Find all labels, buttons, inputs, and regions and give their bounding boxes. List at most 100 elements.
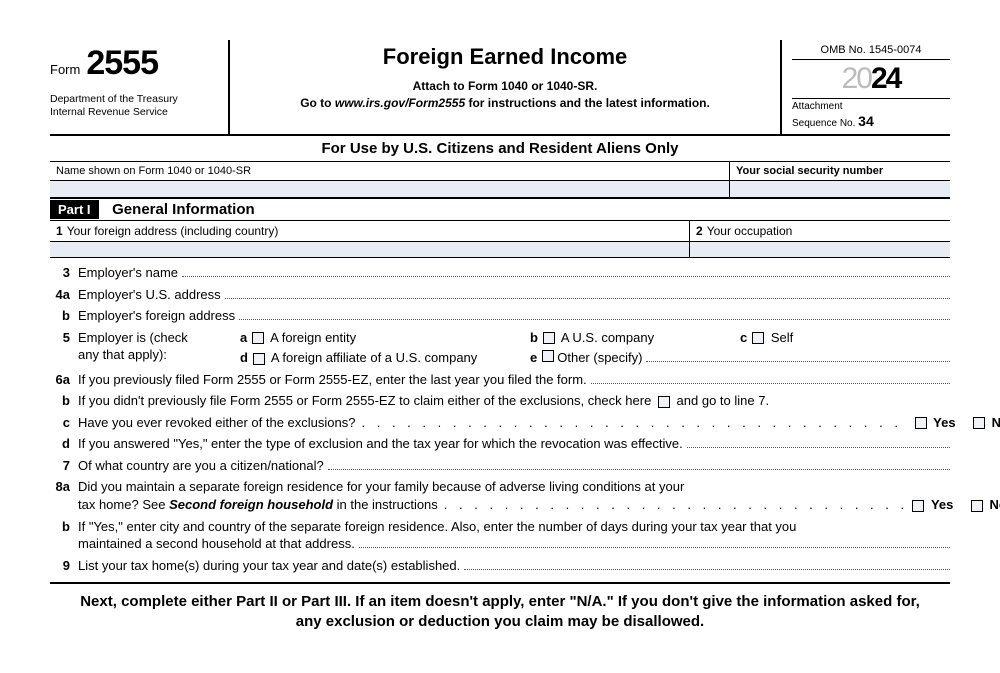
form-2555: Form 2555 Department of the Treasury Int… bbox=[50, 40, 950, 633]
for-use-line: For Use by U.S. Citizens and Resident Al… bbox=[50, 136, 950, 162]
part-title: General Information bbox=[112, 201, 255, 218]
form-word: Form bbox=[50, 62, 80, 77]
ck-c-label: c bbox=[740, 330, 747, 345]
header-left: Form 2555 Department of the Treasury Int… bbox=[50, 40, 230, 134]
line-num: 7 bbox=[50, 457, 78, 475]
no-label: No bbox=[992, 415, 1000, 430]
employer-foreign-address-input[interactable] bbox=[239, 319, 950, 320]
checkbox-5c[interactable] bbox=[752, 332, 764, 344]
line-num: b bbox=[50, 518, 78, 536]
line-5-text-1: Employer is (check bbox=[78, 329, 218, 347]
next-instruction: Next, complete either Part II or Part II… bbox=[50, 584, 950, 633]
foreign-address-input[interactable] bbox=[50, 242, 690, 257]
line-7: 7 Of what country are you a citizen/nati… bbox=[50, 455, 950, 477]
citizen-national-input[interactable] bbox=[328, 469, 950, 470]
subtitle-1: Attach to Form 1040 or 1040-SR. bbox=[238, 78, 772, 95]
checkbox-6c-no[interactable] bbox=[973, 417, 985, 429]
line-num: c bbox=[50, 414, 78, 432]
line-3: 3 Employer's name bbox=[50, 262, 950, 284]
row-1-2: 1Your foreign address (including country… bbox=[50, 221, 950, 242]
leader-dots bbox=[444, 496, 904, 514]
dept-info: Department of the Treasury Internal Reve… bbox=[50, 93, 220, 118]
ck-d-label: d bbox=[240, 350, 248, 365]
yes-label: Yes bbox=[933, 415, 955, 430]
ck-d-text: A foreign affiliate of a U.S. company bbox=[271, 350, 477, 365]
line-text: Employer's name bbox=[78, 264, 178, 282]
line-num: 8a bbox=[50, 478, 78, 496]
line-8b-text-2: maintained a second household at that ad… bbox=[78, 535, 355, 553]
ck-a-text: A foreign entity bbox=[270, 330, 356, 345]
dept-line-1: Department of the Treasury bbox=[50, 93, 220, 106]
no-label: No bbox=[989, 497, 1000, 512]
line-text: If you answered "Yes," enter the type of… bbox=[78, 435, 683, 453]
checkbox-8a-yes[interactable] bbox=[912, 500, 924, 512]
omb-number: OMB No. 1545-0074 bbox=[792, 44, 950, 60]
name-input[interactable] bbox=[50, 181, 730, 197]
yes-label: Yes bbox=[931, 497, 953, 512]
line-4a: 4a Employer's U.S. address bbox=[50, 284, 950, 306]
line-num: 9 bbox=[50, 557, 78, 575]
line-6b-text-1: If you didn't previously file Form 2555 … bbox=[78, 393, 651, 408]
tax-homes-input[interactable] bbox=[464, 569, 950, 570]
line-num: 6a bbox=[50, 371, 78, 389]
form-subtitle: Attach to Form 1040 or 1040-SR. Go to ww… bbox=[238, 78, 772, 112]
line-5-text-2: any that apply): bbox=[78, 346, 218, 364]
cell-1: 1Your foreign address (including country… bbox=[50, 221, 690, 241]
line-num: b bbox=[50, 307, 78, 325]
checkbox-5a[interactable] bbox=[252, 332, 264, 344]
ck-b-text: A U.S. company bbox=[561, 330, 654, 345]
ck-c-text: Self bbox=[771, 330, 793, 345]
form-header: Form 2555 Department of the Treasury Int… bbox=[50, 40, 950, 136]
ck-e-label: e bbox=[530, 349, 537, 367]
checkbox-8a-no[interactable] bbox=[971, 500, 983, 512]
ck-e-text: Other (specify) bbox=[557, 349, 642, 367]
sub2-post: for instructions and the latest informat… bbox=[465, 96, 710, 110]
line-9: 9 List your tax home(s) during your tax … bbox=[50, 555, 950, 577]
employer-us-address-input[interactable] bbox=[225, 298, 950, 299]
ssn-label: Your social security number bbox=[730, 162, 950, 180]
attachment-seq: Attachment Sequence No. 34 bbox=[792, 99, 950, 130]
checkbox-6c-yes[interactable] bbox=[915, 417, 927, 429]
line-6d: d If you answered "Yes," enter the type … bbox=[50, 433, 950, 455]
sub2-url: www.irs.gov/Form2555 bbox=[335, 96, 465, 110]
checkbox-5e[interactable] bbox=[542, 350, 554, 362]
ssn-input[interactable] bbox=[730, 181, 950, 197]
num-2: 2 bbox=[696, 224, 703, 238]
line-text: Employer's foreign address bbox=[78, 307, 235, 325]
line-8a-text-1: Did you maintain a separate foreign resi… bbox=[78, 478, 1000, 496]
line-8b: b If "Yes," enter city and country of th… bbox=[50, 516, 950, 555]
checkbox-5b[interactable] bbox=[543, 332, 555, 344]
line-8a: 8a Did you maintain a separate foreign r… bbox=[50, 476, 950, 515]
tax-year: 2024 bbox=[792, 60, 950, 99]
line-5: 5 Employer is (check any that apply): a … bbox=[50, 327, 950, 369]
line-text: Have you ever revoked either of the excl… bbox=[78, 414, 356, 432]
line-6b: b If you didn't previously file Form 255… bbox=[50, 390, 950, 412]
form-number: 2555 bbox=[86, 44, 158, 83]
l8a-post: in the instructions bbox=[333, 497, 438, 512]
occupation-input[interactable] bbox=[690, 242, 950, 257]
line-num: 4a bbox=[50, 286, 78, 304]
yes-no-6c: Yes No bbox=[912, 414, 1000, 432]
line-8b-input[interactable] bbox=[359, 547, 950, 548]
part-1-header: Part I General Information bbox=[50, 197, 950, 221]
header-right: OMB No. 1545-0074 2024 Attachment Sequen… bbox=[780, 40, 950, 134]
line-text: If you previously filed Form 2555 or For… bbox=[78, 371, 587, 389]
line-6c: c Have you ever revoked either of the ex… bbox=[50, 412, 950, 434]
employer-name-input[interactable] bbox=[182, 276, 950, 277]
line-num: d bbox=[50, 435, 78, 453]
year-prefix: 20 bbox=[842, 62, 871, 95]
revocation-input[interactable] bbox=[687, 447, 950, 448]
subtitle-2: Go to www.irs.gov/Form2555 for instructi… bbox=[238, 95, 772, 112]
name-label: Name shown on Form 1040 or 1040-SR bbox=[50, 162, 730, 180]
other-specify-input[interactable] bbox=[646, 361, 950, 362]
yes-no-8a: Yes No bbox=[909, 496, 1000, 514]
line-num: 3 bbox=[50, 264, 78, 282]
line-8b-text-1: If "Yes," enter city and country of the … bbox=[78, 518, 950, 536]
ck-a-label: a bbox=[240, 330, 247, 345]
checkbox-6b[interactable] bbox=[658, 396, 670, 408]
line-text: List your tax home(s) during your tax ye… bbox=[78, 557, 460, 575]
checkbox-5d[interactable] bbox=[253, 353, 265, 365]
last-year-filed-input[interactable] bbox=[591, 383, 950, 384]
dept-line-2: Internal Revenue Service bbox=[50, 106, 220, 119]
cell-2: 2Your occupation bbox=[690, 221, 950, 241]
